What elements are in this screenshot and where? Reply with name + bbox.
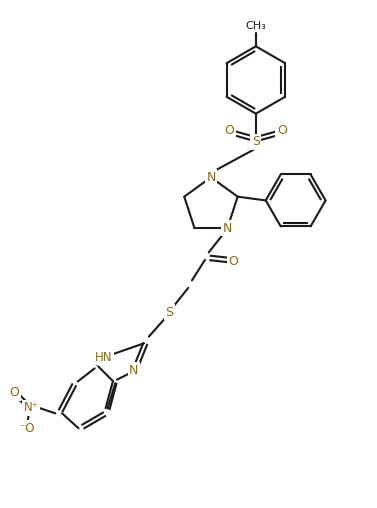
Text: O: O xyxy=(225,124,234,137)
Text: S: S xyxy=(252,135,260,148)
Text: N: N xyxy=(223,221,232,235)
Text: N⁺: N⁺ xyxy=(23,401,38,414)
Text: HN: HN xyxy=(95,351,113,364)
Text: O: O xyxy=(277,124,287,137)
Text: N: N xyxy=(206,171,216,184)
Text: CH₃: CH₃ xyxy=(245,21,266,30)
Text: ⁻O: ⁻O xyxy=(20,422,35,435)
Text: O: O xyxy=(228,255,238,268)
Text: O: O xyxy=(9,386,19,399)
Text: S: S xyxy=(166,306,173,319)
Text: N: N xyxy=(129,364,139,377)
